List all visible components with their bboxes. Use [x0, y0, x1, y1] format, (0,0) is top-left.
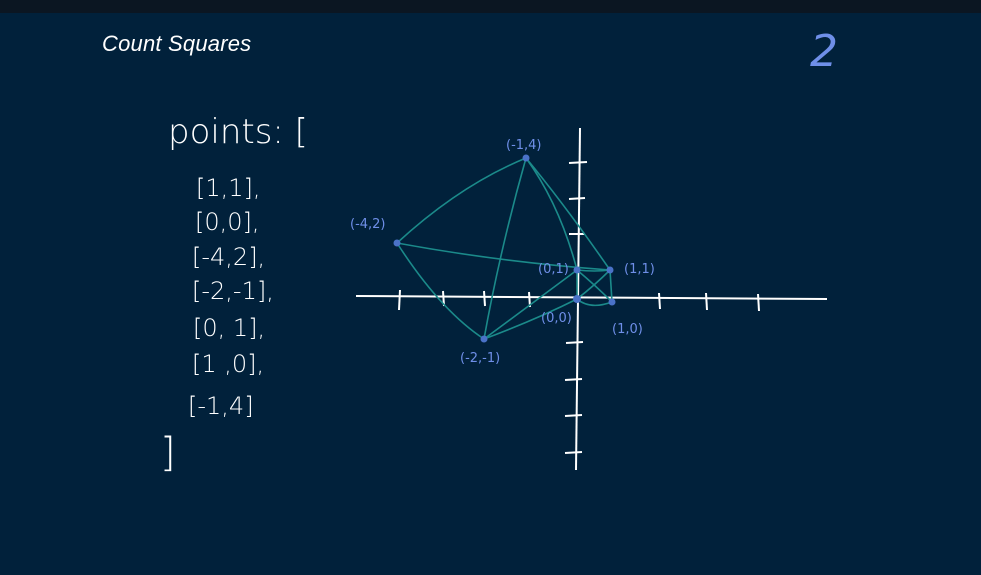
- points-closing-bracket: ]: [160, 430, 176, 476]
- point-0-0: [573, 295, 581, 303]
- y-axis-ticks: [564, 161, 588, 454]
- label-1-0: (1,0): [612, 322, 643, 337]
- answer-count: 2: [810, 26, 838, 77]
- point-neg4-2: [393, 239, 401, 247]
- top-bar: [0, 0, 981, 13]
- label-neg1-4: (-1,4): [506, 138, 542, 153]
- point-entry: [-2,-1],: [192, 277, 274, 305]
- label-neg4-2: (-4,2): [350, 217, 386, 232]
- point-neg1-4: [522, 154, 530, 162]
- point-entry: [-1,4]: [188, 392, 254, 420]
- point-entry: [1 ,0],: [192, 350, 265, 378]
- point-neg2-neg1: [480, 335, 488, 343]
- x-axis: [355, 295, 828, 300]
- point-entry: [1,1],: [196, 174, 261, 202]
- label-1-1: (1,1): [624, 262, 655, 277]
- point-entry: [-4,2],: [192, 243, 266, 271]
- page-title: Count Squares: [102, 31, 252, 56]
- square-edges: [396, 157, 613, 340]
- point-1-1: [606, 266, 614, 274]
- label-neg2-neg1: (-2,-1): [460, 351, 500, 366]
- label-0-0: (0,0): [541, 311, 572, 326]
- point-entry: [0,0],: [195, 208, 260, 236]
- point-entry: [0, 1],: [193, 314, 266, 342]
- plotted-points: [393, 154, 616, 343]
- point-1-0: [608, 298, 616, 306]
- point-0-1: [573, 266, 581, 274]
- x-axis-ticks: [398, 289, 760, 312]
- points-header: points: [: [168, 112, 308, 152]
- label-0-1: (0,1): [538, 262, 569, 277]
